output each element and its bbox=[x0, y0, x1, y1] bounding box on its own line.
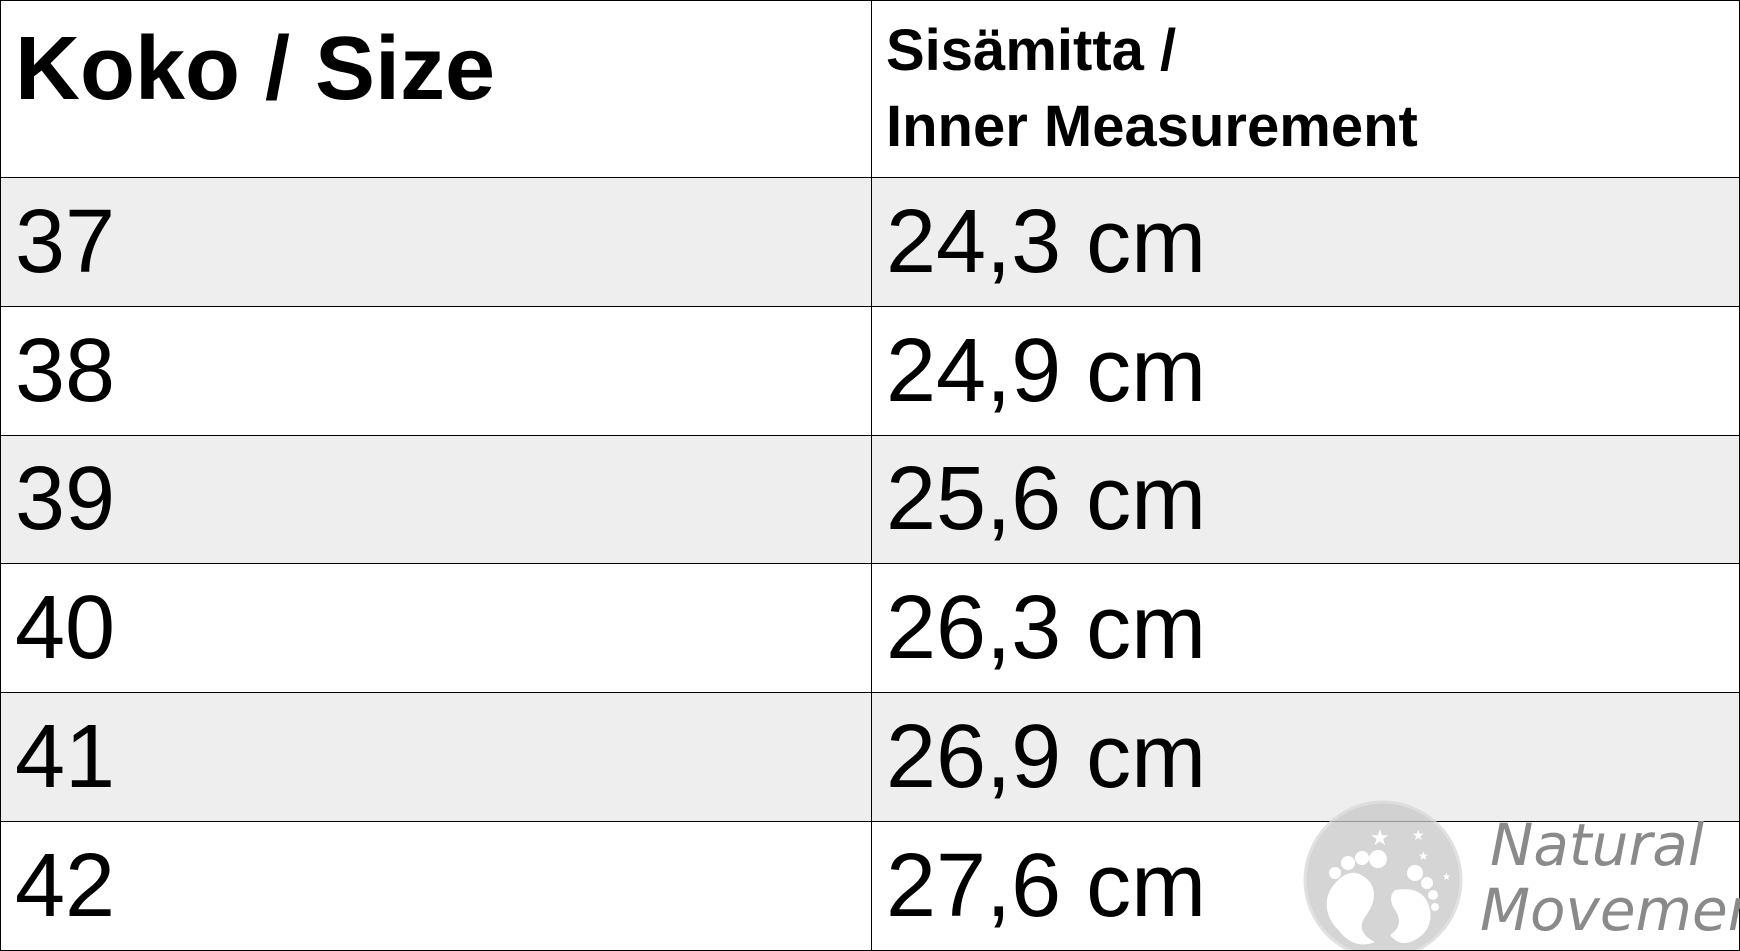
size-cell: 39 bbox=[0, 434, 872, 565]
size-cell: 40 bbox=[0, 563, 872, 694]
measurement-cell: 24,9 cm bbox=[871, 305, 1740, 436]
header-size-label: Koko / Size bbox=[15, 19, 496, 119]
size-cell: 42 bbox=[0, 820, 872, 951]
table-row: 41 26,9 cm bbox=[0, 692, 1740, 822]
table-row: 42 27,6 cm bbox=[0, 820, 1740, 951]
size-cell: 41 bbox=[0, 692, 872, 822]
watermark-line2: Movement bbox=[1480, 876, 1740, 944]
size-cell: 38 bbox=[0, 305, 872, 436]
svg-text:★: ★ bbox=[1418, 849, 1429, 863]
header-row: Koko / Size Sisämitta / Inner Measurement bbox=[0, 0, 1740, 178]
measurement-cell: 24,3 cm bbox=[871, 177, 1740, 307]
natural-movement-watermark: ★ ★ ★ ★ Natural Movement bbox=[1303, 800, 1740, 950]
size-cell: 37 bbox=[0, 177, 872, 307]
measurement-cell: 26,9 cm bbox=[871, 692, 1740, 822]
header-size: Koko / Size bbox=[0, 0, 872, 178]
table-row: 38 24,9 cm bbox=[0, 305, 1740, 436]
table-row: 39 25,6 cm bbox=[0, 434, 1740, 565]
svg-text:★: ★ bbox=[1412, 827, 1425, 843]
table-row: 37 24,3 cm bbox=[0, 177, 1740, 307]
header-measurement-line1: Sisämitta / bbox=[886, 18, 1177, 83]
watermark-line1: Natural bbox=[1490, 811, 1704, 879]
svg-text:★: ★ bbox=[1442, 872, 1451, 883]
measurement-cell: 26,3 cm bbox=[871, 563, 1740, 694]
svg-text:★: ★ bbox=[1370, 825, 1390, 850]
header-measurement-line2: Inner Measurement bbox=[886, 94, 1418, 159]
header-measurement: Sisämitta / Inner Measurement bbox=[871, 0, 1740, 178]
footprints-logo-icon: ★ ★ ★ ★ bbox=[1303, 800, 1463, 950]
measurement-cell: 25,6 cm bbox=[871, 434, 1740, 565]
table-row: 40 26,3 cm bbox=[0, 563, 1740, 694]
